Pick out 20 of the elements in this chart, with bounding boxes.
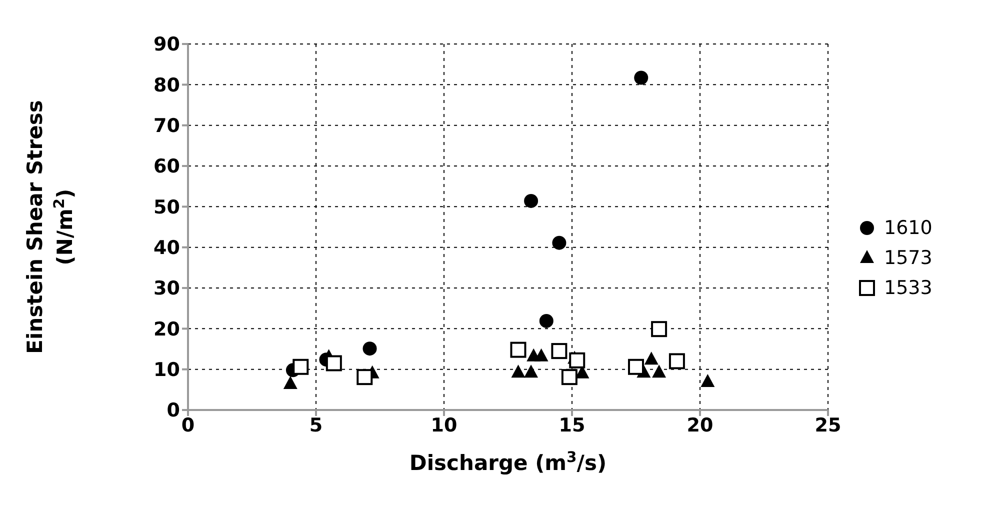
y-tick-label: 90 bbox=[154, 34, 180, 56]
legend-label: 1610 bbox=[884, 217, 932, 239]
legend-label: 1533 bbox=[884, 277, 932, 299]
x-tick-label: 15 bbox=[558, 414, 586, 436]
y-tick-label: 0 bbox=[166, 400, 180, 422]
x-tick-label: 10 bbox=[430, 414, 458, 436]
x-tick-label: 25 bbox=[814, 414, 842, 436]
x-tick-label: 20 bbox=[686, 414, 714, 436]
y-tick-label: 60 bbox=[154, 156, 180, 178]
y-tick-label: 20 bbox=[154, 318, 180, 340]
x-tick-label: 5 bbox=[309, 414, 323, 436]
y-tick-label: 10 bbox=[154, 359, 180, 382]
x-tick-label: 0 bbox=[181, 414, 195, 436]
y-tick-label: 30 bbox=[154, 278, 180, 300]
y-tick-label: 40 bbox=[154, 237, 180, 260]
x-axis-title: Discharge (m$^{3}$/s) bbox=[409, 448, 607, 475]
legend-label: 1573 bbox=[884, 247, 932, 269]
y-tick-label: 70 bbox=[154, 115, 180, 138]
y-tick-label: 50 bbox=[154, 196, 180, 218]
y-tick-label: 80 bbox=[154, 74, 180, 96]
